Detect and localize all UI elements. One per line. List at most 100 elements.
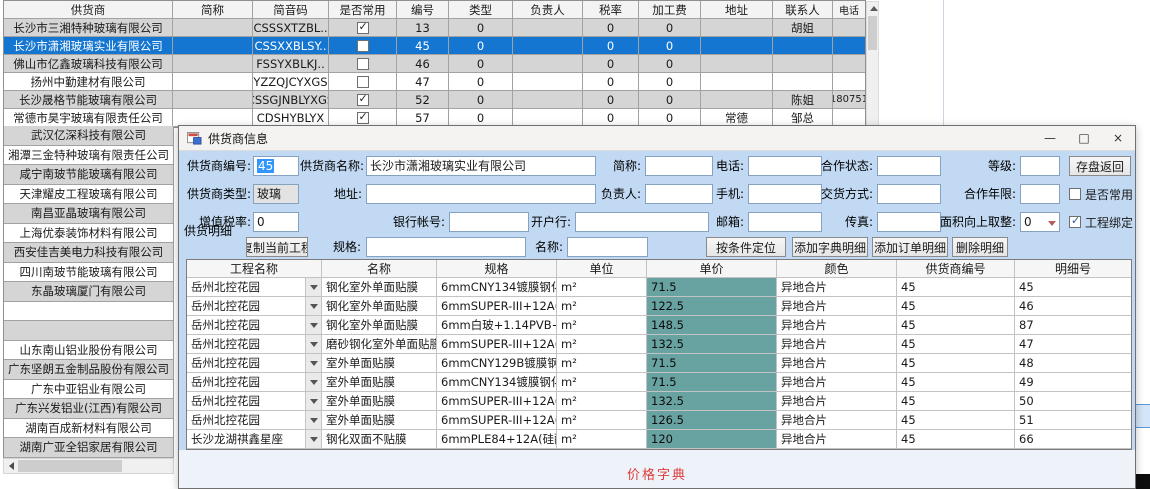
supplier-list-item[interactable]: 南昌亚晶玻璃有限公司 (4, 204, 174, 224)
cell-supplier-no[interactable]: 45 (897, 411, 1015, 430)
col-header-common[interactable]: 是否常用 (329, 1, 397, 19)
close-icon[interactable]: × (1112, 131, 1124, 145)
col-header-short[interactable]: 简称 (173, 1, 253, 19)
cell-supplier-no[interactable]: 45 (897, 373, 1015, 392)
area-round-select[interactable]: 0 (1020, 212, 1060, 232)
cell-price[interactable]: 132.5 (647, 335, 777, 354)
copy-project-button[interactable]: 复制当前工程 (246, 237, 308, 257)
cell-unit[interactable]: m² (557, 297, 647, 316)
vat-rate-input[interactable]: 0 (253, 212, 299, 232)
cell-supplier-no[interactable]: 45 (897, 354, 1015, 373)
cell-name[interactable]: 钢化室外单面贴膜 (322, 278, 437, 297)
cell-color[interactable]: 异地合片 (777, 354, 897, 373)
common-checkbox[interactable] (356, 57, 369, 70)
cell-name[interactable]: 磨砂钢化室外单面贴膜 (322, 335, 437, 354)
cell-unit[interactable]: m² (557, 278, 647, 297)
supplier-name-input[interactable]: 长沙市潇湘玻璃实业有限公司 (366, 156, 596, 176)
cell-supplier-no[interactable]: 45 (897, 392, 1015, 411)
project-combo-cell[interactable]: 岳州北控花园 (187, 354, 322, 373)
supplier-table-row[interactable]: 长沙市三湘特种玻璃有限公司 CSSSXTZBL.. 13 0 0 0 胡姐 (4, 19, 865, 37)
cell-detail-no[interactable]: 46 (1015, 297, 1131, 316)
cell-color[interactable]: 异地合片 (777, 278, 897, 297)
supplier-list-item[interactable]: 咸宁南玻节能玻璃有限公司 (4, 165, 174, 185)
col-header-fee[interactable]: 加工费 (639, 1, 701, 19)
common-checkbox[interactable] (356, 75, 369, 88)
cell-spec[interactable]: 6mmSUPER-III+12A(硅... (437, 392, 557, 411)
cell-color[interactable]: 异地合片 (777, 297, 897, 316)
col-header-unit[interactable]: 单位 (557, 260, 647, 278)
cell-color[interactable]: 异地合片 (777, 411, 897, 430)
cell-unit[interactable]: m² (557, 411, 647, 430)
cell-price[interactable]: 122.5 (647, 297, 777, 316)
supplier-table-row[interactable]: 扬州中勤建材有限公司 YZZQJCYXGS 47 0 0 0 (4, 73, 865, 91)
manager-input[interactable] (645, 184, 713, 204)
col-header-phone[interactable]: 电话 (833, 1, 865, 19)
project-combo-cell[interactable]: 岳州北控花园 (187, 316, 322, 335)
cell-color[interactable]: 异地合片 (777, 316, 897, 335)
col-header-supplier[interactable]: 供货商 (4, 1, 173, 19)
cell-detail-no[interactable]: 51 (1015, 411, 1131, 430)
col-header-color[interactable]: 颜色 (777, 260, 897, 278)
supplier-list-item[interactable]: 湖南广亚全铝家居有限公司 (4, 438, 174, 458)
cell-detail-no[interactable]: 49 (1015, 373, 1131, 392)
horizontal-scrollbar[interactable] (3, 458, 174, 474)
cell-unit[interactable]: m² (557, 335, 647, 354)
cell-price[interactable]: 126.5 (647, 411, 777, 430)
vertical-scrollbar[interactable] (866, 1, 879, 126)
col-header-code[interactable]: 简音码 (253, 1, 329, 19)
checkbox[interactable] (1069, 214, 1081, 228)
common-checkbox[interactable] (356, 110, 369, 124)
cell-name[interactable]: 室外单面贴膜 (322, 354, 437, 373)
col-header-contact[interactable]: 联系人 (773, 1, 833, 19)
common-checkbox[interactable] (356, 92, 369, 106)
col-header-tax[interactable]: 税率 (583, 1, 639, 19)
cell-unit[interactable]: m² (557, 430, 647, 449)
dropdown-button[interactable] (305, 354, 321, 372)
supplier-list-item[interactable]: 湖南百成新材料有限公司 (4, 418, 174, 438)
dialog-titlebar[interactable]: 供货商信息 — □ × (179, 126, 1135, 151)
supplier-list-item[interactable]: 四川南玻节能玻璃有限公司 (4, 262, 174, 282)
maximize-icon[interactable]: □ (1078, 131, 1090, 145)
cell-supplier-no[interactable]: 45 (897, 316, 1015, 335)
col-header-type[interactable]: 类型 (449, 1, 513, 19)
cell-color[interactable]: 异地合片 (777, 373, 897, 392)
short-name-input[interactable] (645, 156, 713, 176)
dropdown-button[interactable] (305, 335, 321, 353)
address-input[interactable] (366, 184, 596, 204)
supplier-table-row[interactable]: 长沙晟格节能玻璃有限公司 CSSGJNBLYXGS 52 0 0 0 陈姐 18… (4, 91, 865, 109)
checkbox[interactable] (1069, 188, 1081, 200)
cell-price[interactable]: 148.5 (647, 316, 777, 335)
cell-spec[interactable]: 6mmSUPER-III+12A(硅... (437, 411, 557, 430)
supplier-list-item[interactable]: 武汉亿深科技有限公司 (4, 126, 174, 146)
cell-color[interactable]: 异地合片 (777, 392, 897, 411)
add-dict-button[interactable]: 添加字典明细 (792, 237, 868, 257)
supplier-list-item[interactable]: 西安佳吉美电力科技有限公司 (4, 243, 174, 263)
coop-status-input[interactable] (877, 156, 941, 176)
cell-supplier-no[interactable]: 45 (897, 335, 1015, 354)
coop-years-input[interactable] (1020, 184, 1060, 204)
col-header-project[interactable]: 工程名称 (187, 260, 322, 278)
delivery-input[interactable] (877, 184, 941, 204)
cell-price[interactable]: 71.5 (647, 373, 777, 392)
supplier-list-item[interactable]: 上海优泰装饰材料有限公司 (4, 223, 174, 243)
cell-supplier-no[interactable]: 45 (897, 430, 1015, 449)
common-use-checkbox-field[interactable]: 是否常用 (1069, 184, 1133, 204)
cell-color[interactable]: 异地合片 (777, 430, 897, 449)
cell-price[interactable]: 71.5 (647, 354, 777, 373)
supplier-list-item[interactable]: 山东华建铝业集团有限公司 (4, 457, 174, 458)
save-return-button[interactable]: 存盘返回 (1069, 156, 1131, 176)
cell-unit[interactable]: m² (557, 373, 647, 392)
project-combo-cell[interactable]: 长沙龙湖祺鑫星座 (187, 430, 322, 449)
cell-name[interactable]: 室外单面贴膜 (322, 392, 437, 411)
project-combo-cell[interactable]: 岳州北控花园 (187, 411, 322, 430)
scroll-up-icon[interactable] (870, 6, 878, 11)
project-bind-checkbox-field[interactable]: 工程绑定 (1069, 212, 1133, 232)
spec-filter-input[interactable] (366, 237, 526, 257)
add-order-button[interactable]: 添加订单明细 (872, 237, 948, 257)
bank-account-input[interactable] (449, 212, 529, 232)
supplier-list-item[interactable]: 广东中亚铝业有限公司 (4, 379, 174, 399)
cell-spec[interactable]: 6mmSUPER-III+12A(硅... (437, 335, 557, 354)
col-header-id[interactable]: 编号 (397, 1, 449, 19)
minimize-icon[interactable]: — (1044, 131, 1056, 145)
scroll-left-icon[interactable] (9, 462, 14, 470)
